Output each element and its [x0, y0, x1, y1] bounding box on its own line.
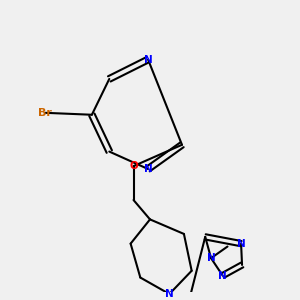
- Text: N: N: [207, 253, 215, 263]
- Text: Br: Br: [38, 108, 52, 118]
- Text: N: N: [218, 271, 227, 281]
- Text: N: N: [165, 289, 174, 299]
- Text: N: N: [237, 238, 245, 249]
- Text: N: N: [144, 55, 152, 64]
- Text: O: O: [129, 161, 138, 171]
- Text: N: N: [144, 164, 152, 174]
